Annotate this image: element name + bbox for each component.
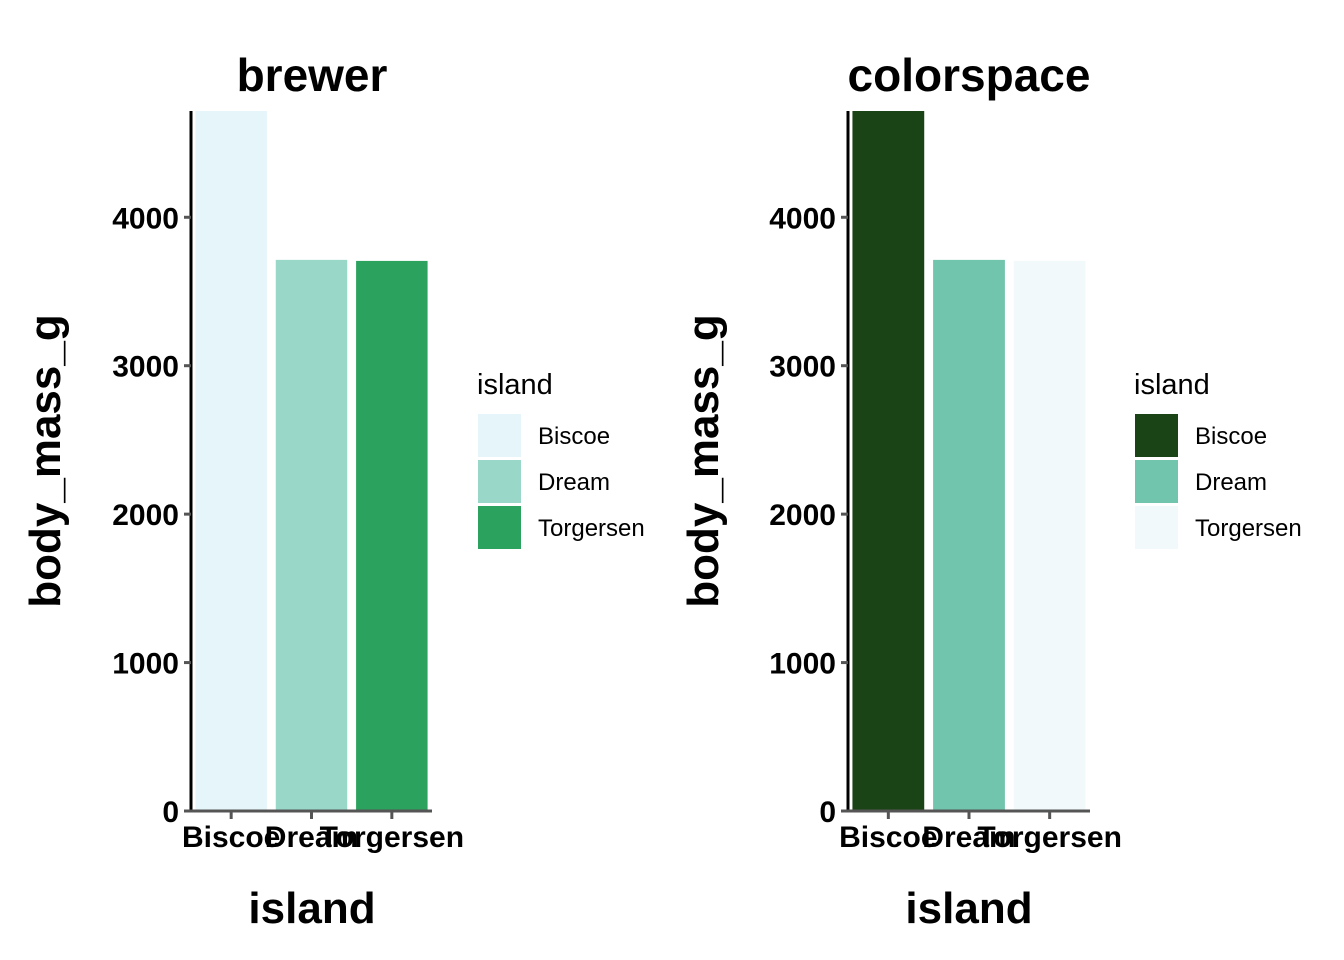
chart-title: brewer (237, 49, 388, 101)
y-tick-label: 1000 (769, 648, 836, 681)
x-tick-label-biscoe: Biscoe (839, 821, 937, 854)
legend-title: island (1134, 369, 1210, 401)
legend-label-torgersen: Torgersen (538, 515, 645, 542)
legend-swatch-torgersen (478, 506, 521, 549)
bar-dream (933, 259, 1005, 811)
y-tick-label: 4000 (112, 202, 179, 235)
legend-label-biscoe: Biscoe (538, 423, 610, 450)
bar-biscoe (195, 111, 267, 811)
legend-label-dream: Dream (1195, 469, 1267, 496)
y-tick-label: 2000 (112, 499, 179, 532)
x-tick-label-biscoe: Biscoe (182, 821, 280, 854)
y-tick-label: 0 (819, 796, 836, 829)
y-tick-label: 3000 (769, 351, 836, 384)
x-axis-title: island (248, 884, 375, 933)
x-axis-title: island (905, 884, 1032, 933)
bar-biscoe (852, 111, 925, 811)
y-tick-label: 0 (162, 796, 179, 829)
chart-title: colorspace (848, 49, 1091, 101)
x-tick-label-torgersen: Torgersen (977, 821, 1121, 854)
legend-swatch-dream (478, 460, 521, 503)
chart-panel-1: brewer01000200030004000BiscoeDreamTorger… (21, 49, 645, 933)
bar-torgersen (1013, 260, 1086, 812)
bar-torgersen (356, 260, 428, 812)
chart-panel-2: colorspace01000200030004000BiscoeDreamTo… (679, 49, 1302, 933)
legend-label-torgersen: Torgersen (1195, 515, 1302, 542)
y-tick-label: 4000 (769, 202, 836, 235)
x-tick-label-torgersen: Torgersen (320, 821, 464, 854)
legend-swatch-torgersen (1135, 506, 1178, 549)
y-axis-title: body_mass_g (679, 314, 728, 607)
legend-swatch-biscoe (1135, 414, 1178, 457)
legend: island Biscoe Dream Torgersen (477, 369, 645, 549)
bar-dream (275, 259, 348, 811)
x-tick-label-dream: Dream (922, 821, 1015, 854)
y-axis-title: body_mass_g (21, 314, 70, 607)
legend: island Biscoe Dream Torgersen (1134, 369, 1302, 549)
legend-swatch-biscoe (478, 414, 521, 457)
y-tick-label: 1000 (112, 648, 179, 681)
x-tick-label-dream: Dream (265, 821, 358, 854)
legend-title: island (477, 369, 553, 401)
y-tick-label: 2000 (769, 499, 836, 532)
legend-label-biscoe: Biscoe (1195, 423, 1267, 450)
y-tick-label: 3000 (112, 351, 179, 384)
legend-swatch-dream (1135, 460, 1178, 503)
legend-label-dream: Dream (538, 469, 610, 496)
